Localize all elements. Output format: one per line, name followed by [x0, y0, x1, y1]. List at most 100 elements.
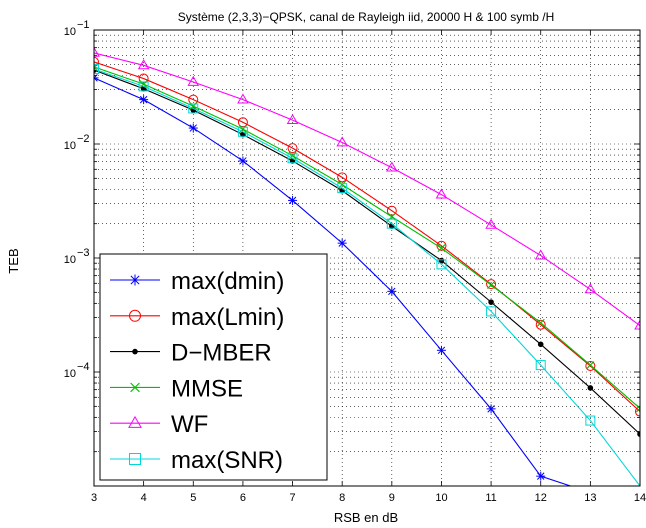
legend-marker-d-mber: [132, 348, 138, 355]
data-point-wf: [336, 136, 348, 147]
legend-label-mmse: MMSE: [171, 375, 243, 402]
y-tick-exponent: −4: [77, 361, 90, 373]
data-point-wf: [584, 283, 597, 294]
data-point-max-snr: [486, 306, 497, 317]
data-point-wf: [187, 75, 200, 86]
data-point-max-dmin: [288, 195, 298, 205]
y-tick-exponent: −3: [77, 247, 90, 259]
data-point-max-snr: [94, 63, 99, 74]
data-point-wf: [485, 218, 497, 229]
series-line-max-lmin: [94, 61, 640, 412]
series-line-max-snr: [94, 68, 640, 486]
data-point-max-dmin: [486, 404, 496, 414]
y-tick-exponent: −1: [77, 19, 90, 31]
series-line-mmse: [94, 66, 640, 409]
y-tick-label: 10: [64, 254, 76, 266]
data-point-wf: [94, 46, 100, 57]
x-tick-label: 11: [485, 492, 496, 504]
data-point-max-snr: [287, 153, 298, 164]
y-tick-label: 10: [64, 140, 76, 152]
x-tick-label: 7: [289, 492, 295, 504]
data-point-d-mber: [488, 299, 494, 305]
legend-marker-max-snr: [129, 453, 141, 465]
data-point-max-snr: [386, 218, 397, 229]
data-point-max-lmin: [535, 319, 546, 330]
data-point-mmse: [487, 280, 496, 289]
data-point-max-dmin: [139, 95, 149, 105]
x-tick-label: 3: [91, 492, 97, 504]
x-tick-label: 14: [634, 492, 646, 504]
data-point-mmse: [437, 244, 446, 253]
data-point-max-dmin: [337, 238, 347, 248]
data-point-max-lmin: [94, 56, 99, 67]
data-point-max-lmin: [337, 172, 348, 183]
data-point-max-dmin: [387, 286, 397, 296]
legend-marker-wf: [128, 415, 142, 428]
legend-label-max-lmin: max(Lmin): [171, 304, 284, 331]
data-point-max-dmin: [94, 73, 99, 83]
y-axis-label: TEB: [6, 248, 21, 273]
data-point-d-mber: [537, 341, 544, 348]
x-tick-label: 9: [389, 492, 395, 504]
plot-area: 3 4 5 6 7 8 9 10 11 12 13 1410−110−210−310−4max(dmi…: [64, 19, 646, 504]
y-tick-exponent: −2: [77, 133, 90, 145]
y-tick-label: 10: [64, 368, 76, 380]
chart-title: Système (2,3,3)−QPSK, canal de Rayleigh …: [178, 10, 555, 24]
data-point-wf: [435, 188, 448, 199]
x-tick-label: 6: [240, 492, 246, 504]
data-point-max-snr: [337, 183, 348, 194]
data-point-wf: [386, 161, 398, 172]
series-group: [94, 46, 640, 486]
legend-label-d-mber: D−MBER: [171, 340, 272, 367]
legend-label-max-dmin: max(dmin): [171, 268, 284, 295]
x-tick-label: 8: [339, 492, 345, 504]
data-point-max-snr: [237, 126, 248, 137]
data-point-mmse: [636, 404, 640, 413]
axes-frame: [93, 29, 641, 487]
x-tick-label: 13: [584, 492, 596, 504]
data-point-max-lmin: [138, 73, 149, 84]
data-point-wf: [237, 93, 249, 104]
data-point-wf: [534, 249, 547, 260]
legend-label-max-snr: max(SNR): [171, 447, 283, 474]
data-point-mmse: [238, 125, 247, 134]
data-point-wf: [137, 59, 150, 70]
legend-marker-max-dmin: [129, 274, 141, 286]
x-axis-label: RSB en dB: [334, 510, 398, 525]
series-line-d-mber: [94, 69, 640, 435]
data-point-mmse: [586, 361, 595, 370]
series-line-wf: [94, 52, 640, 327]
x-tick-label: 5: [190, 492, 196, 504]
data-point-wf: [286, 113, 299, 124]
data-point-max-snr: [535, 360, 546, 371]
data-point-max-dmin: [536, 471, 546, 481]
data-point-d-mber: [587, 385, 594, 391]
data-point-max-lmin: [585, 360, 596, 371]
data-point-max-dmin: [238, 156, 248, 166]
data-point-wf: [634, 319, 640, 330]
data-point-max-snr: [138, 81, 149, 92]
x-tick-label: 12: [535, 492, 547, 504]
grid-lines: [94, 30, 640, 486]
data-point-max-snr: [188, 103, 199, 114]
legend-marker-mmse: [130, 382, 140, 393]
data-point-max-snr: [436, 259, 447, 270]
data-point-d-mber: [637, 431, 640, 437]
data-point-d-mber: [438, 257, 445, 264]
legend: max(dmin) max(Lmin) D−MBER MMSE WF max(SNR): [99, 253, 328, 481]
x-tick-label: 4: [141, 492, 147, 504]
data-point-max-dmin: [436, 345, 446, 355]
legend-box: [99, 253, 328, 481]
data-point-mmse: [536, 318, 545, 327]
data-point-max-lmin: [386, 205, 397, 216]
x-tick-label: 10: [435, 492, 447, 504]
data-point-max-lmin: [486, 279, 497, 290]
data-point-max-dmin: [188, 123, 198, 133]
legend-label-wf: WF: [171, 411, 208, 438]
data-point-max-snr: [585, 415, 596, 426]
data-point-max-lmin: [287, 143, 298, 154]
legend-marker-max-lmin: [129, 309, 141, 322]
y-tick-label: 10: [64, 26, 76, 38]
data-point-max-lmin: [635, 406, 640, 417]
